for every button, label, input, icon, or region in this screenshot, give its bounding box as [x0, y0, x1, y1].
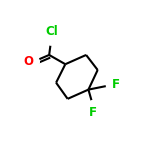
Text: O: O	[23, 55, 33, 68]
Circle shape	[88, 101, 98, 111]
Circle shape	[44, 30, 59, 45]
Circle shape	[27, 56, 39, 68]
Circle shape	[106, 80, 117, 90]
Text: Cl: Cl	[45, 25, 58, 38]
Text: F: F	[89, 106, 97, 119]
Text: F: F	[112, 78, 120, 92]
